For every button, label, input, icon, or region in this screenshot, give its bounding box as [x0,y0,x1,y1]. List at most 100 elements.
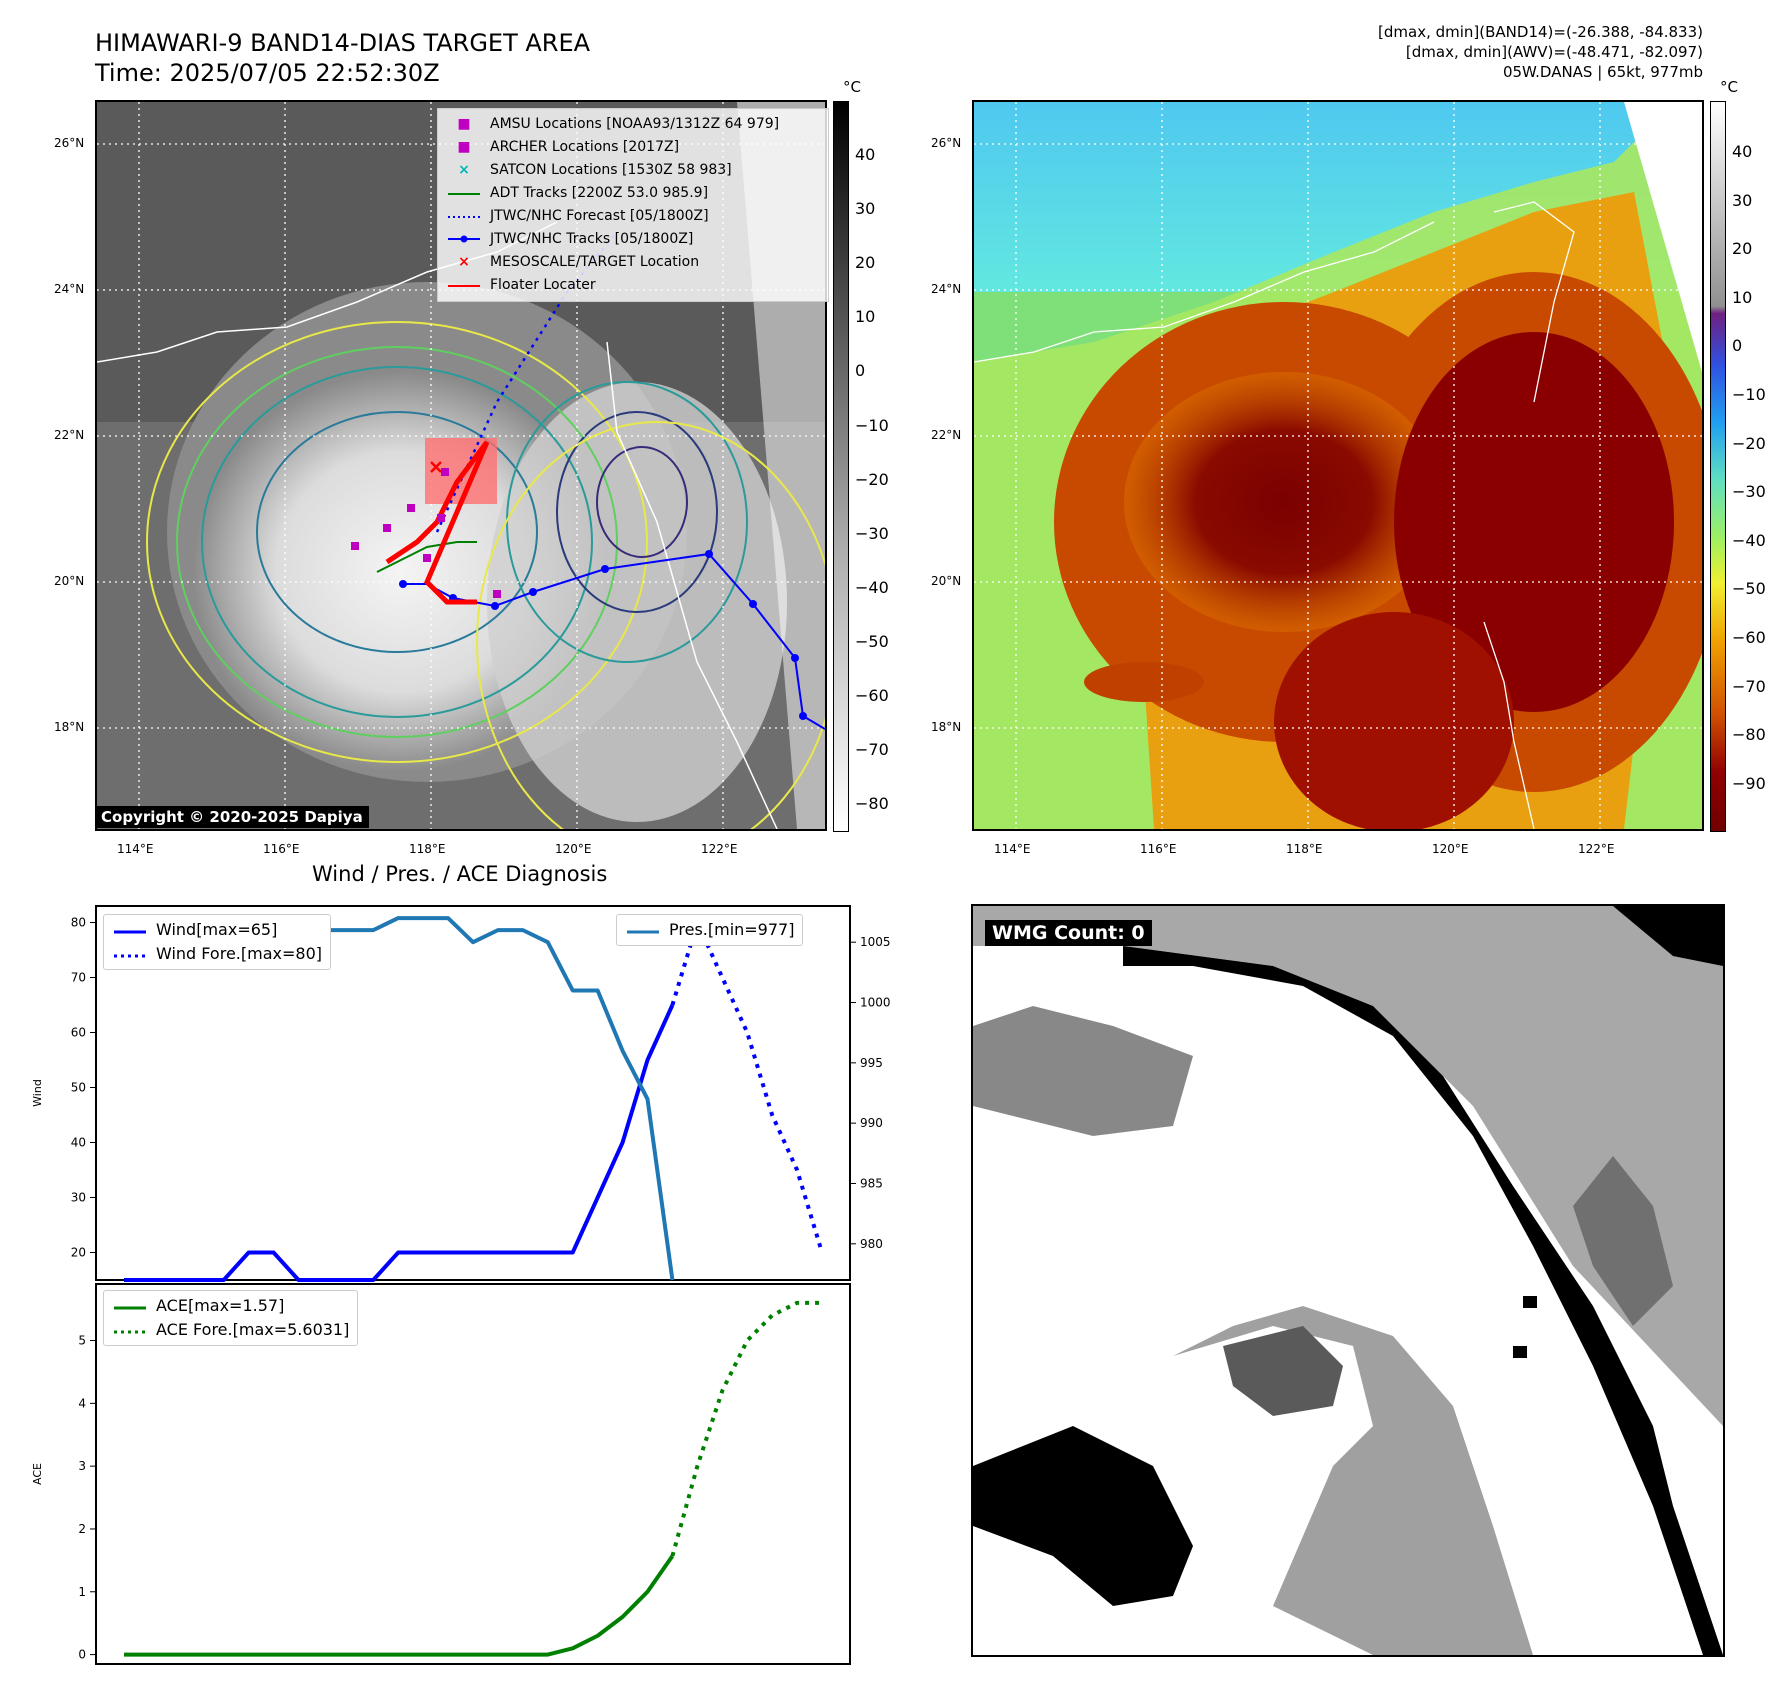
legend-item: ADT Tracks [2200Z 53.0 985.9] [446,182,820,205]
y2-tick-label: 1000 [860,996,891,1010]
y-tick-label: 40 [71,1136,86,1150]
colorbar-tick-label: 40 [855,145,876,164]
colorbar-tick-label: 0 [1732,336,1743,356]
lon-tick: 116°E [263,842,300,856]
lat-tick: 20°N [54,574,85,588]
legend-item: Wind[max=65] [112,918,322,942]
diagnosis-title: Wind / Pres. / ACE Diagnosis [312,862,608,886]
lat-tick: 26°N [54,136,85,150]
target-marker [430,461,442,473]
legend-item: ■ ARCHER Locations [2017Z] [446,136,820,159]
colorbar-tick-label: −10 [855,415,889,435]
y-tick-label: 3 [78,1459,86,1473]
colorbar-tick-label: 20 [855,253,876,273]
lat-tick: 20°N [931,574,962,588]
cross-marker-icon: × [458,162,470,178]
ace-legend: ACE[max=1.57] ACE Fore.[max=5.6031] [103,1290,359,1346]
copyright-label: Copyright © 2020-2025 Dapiya [95,806,369,828]
enhanced-ir-map-panel [972,100,1704,831]
info-line-2: [dmax, dmin](AWV)=(-48.471, -82.097) [1405,43,1703,61]
legend-item: Wind Fore.[max=80] [112,942,322,966]
colorbar-tick-label: −20 [1732,433,1766,453]
series-line [670,1300,822,1557]
lat-tick: 26°N [931,136,962,150]
dotted-line-icon [446,205,482,228]
ir-colorbar [833,101,849,832]
legend-item: Floater Locater [446,274,820,297]
y2-tick-label: 990 [860,1116,883,1130]
square-marker-icon: ■ [457,139,471,155]
y-tick-label: 50 [71,1081,86,1095]
series-line [124,1004,675,1282]
y2-tick-label: 1005 [860,935,891,949]
colorbar-tick-label: −50 [855,631,889,651]
series-line [670,920,824,1254]
colorbar-tick-label: −80 [855,794,889,814]
y-tick-label: 0 [78,1648,86,1662]
legend-item: JTWC/NHC Tracks [05/1800Z] [446,228,820,251]
y2-tick-label: 985 [860,1176,883,1190]
pressure-legend: Pres.[min=977] [616,914,804,946]
floater-track [385,440,490,605]
legend-item: ACE[max=1.57] [112,1294,349,1318]
ace-chart: 0 1 2 3 4 5 ACE [31,1283,851,1665]
lon-tick: 116°E [1140,842,1177,856]
lat-tick: 18°N [931,720,962,734]
legend-item: ACE Fore.[max=5.6031] [112,1318,349,1342]
y-tick-label: 60 [71,1026,86,1040]
wind-legend: Wind[max=65] Wind Fore.[max=80] [103,914,331,970]
y-tick-label: 5 [78,1334,86,1348]
colorbar-tick-label: −90 [1732,773,1766,793]
series-line [124,1554,675,1657]
lat-tick: 18°N [54,720,85,734]
lat-tick: 24°N [54,282,85,296]
lat-tick: 22°N [931,428,962,442]
colorbar-tick-label: −30 [1732,482,1766,502]
colorbar-tick-label: −50 [1732,579,1766,599]
legend-item: × SATCON Locations [1530Z 58 983] [446,159,820,182]
lat-tick: 22°N [54,428,85,442]
info-line-3: 05W.DANAS | 65kt, 977mb [1502,63,1703,81]
colorbar-tick-label: −70 [855,740,889,760]
y-tick-label: 20 [71,1246,86,1260]
storm-info: [dmax, dmin](BAND14)=(-26.388, -84.833) … [1378,22,1703,82]
y-tick-label: 1 [78,1585,86,1599]
colorbar-tick-label: 40 [1732,142,1753,161]
lon-tick: 118°E [409,842,446,856]
enhanced-ir-map-image [974,102,1702,829]
lat-tick: 24°N [931,282,962,296]
colorbar-tick-label: 0 [855,361,866,381]
line-dot-icon [446,228,482,251]
legend-item: Pres.[min=977] [625,918,794,942]
colorbar-unit: °C [1720,78,1738,96]
wmg-panel [971,904,1725,1657]
colorbar-tick-label: 20 [1732,239,1753,259]
colorbar-tick-label: 30 [1732,190,1753,210]
colorbar-tick-label: 10 [1732,287,1753,307]
jtwc-track-points [399,550,807,720]
lon-tick: 114°E [994,842,1031,856]
legend-item: JTWC/NHC Forecast [05/1800Z] [446,205,820,228]
dotted-line-icon [112,942,148,966]
line-marker-icon [625,918,661,942]
colorbar-tick-label: −80 [1732,725,1766,745]
y-axis-label: Wind [31,1079,44,1107]
colorbar-tick-label: −20 [855,469,889,489]
lon-tick: 118°E [1286,842,1323,856]
colorbar-tick-label: −60 [1732,628,1766,647]
colorbar-tick-label: −30 [855,523,889,543]
y-tick-label: 2 [78,1522,86,1536]
colorbar-tick-label: 10 [855,307,876,327]
legend-item: ■ AMSU Locations [NOAA93/1312Z 64 979] [446,113,820,136]
info-line-1: [dmax, dmin](BAND14)=(-26.388, -84.833) [1378,23,1703,41]
line-marker-icon [446,274,482,297]
dotted-line-icon [112,1318,148,1342]
y2-tick-label: 995 [860,1056,883,1070]
lon-tick: 120°E [555,842,592,856]
adt-track [376,541,477,573]
wmg-count-badge: WMG Count: 0 [985,920,1152,946]
plot-frame [95,1283,851,1665]
colorbar-tick-label: −40 [1732,530,1766,550]
colorbar-tick-label: −70 [1732,676,1766,696]
lon-tick: 120°E [1432,842,1469,856]
